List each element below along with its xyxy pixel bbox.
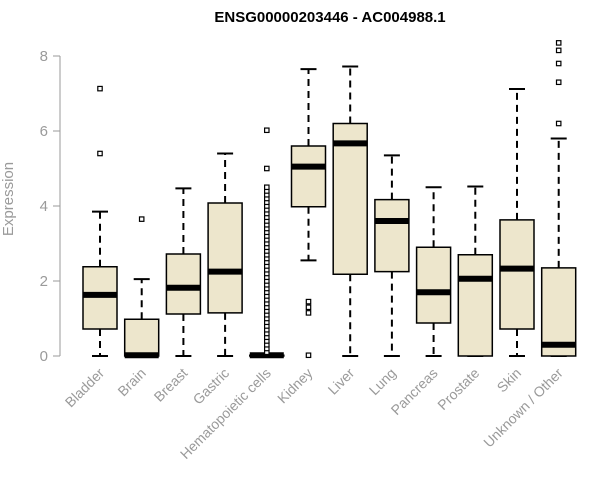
outlier-point (138, 216, 145, 222)
x-tick-label: Bladder (62, 365, 108, 411)
box-iqr (123, 318, 160, 357)
outlier-point (305, 352, 312, 359)
x-tick-label: Skin (494, 365, 525, 396)
x-tick-label: Breast (151, 365, 191, 405)
box-hematopoietic-cells (249, 127, 285, 359)
x-tick-label: Lung (366, 365, 399, 398)
outlier-point (97, 150, 103, 157)
box-pancreas (415, 186, 452, 357)
y-axis-label: Expression (0, 162, 17, 236)
box-iqr (290, 145, 327, 208)
box-breast (165, 187, 202, 357)
y-tick-label: 2 (40, 273, 48, 290)
box-iqr (457, 254, 494, 357)
outlier-point (264, 184, 270, 191)
outlier-point (305, 310, 312, 316)
box-gastric (207, 152, 243, 357)
outlier-point (305, 298, 312, 305)
outlier-point (555, 47, 562, 54)
box-kidney (290, 68, 327, 359)
outlier-point (97, 85, 103, 92)
box-iqr (332, 122, 368, 275)
box-group (82, 40, 577, 359)
outlier-point (555, 120, 562, 127)
box-brain (123, 216, 160, 359)
y-tick-label: 0 (40, 348, 48, 365)
box-unknown-other (540, 40, 577, 357)
outlier-point (264, 165, 270, 172)
y-tick-label: 4 (40, 198, 48, 215)
outlier-point (555, 60, 562, 67)
box-iqr (540, 267, 577, 357)
y-tick-label: 6 (40, 123, 48, 140)
box-iqr (165, 253, 202, 315)
box-lung (374, 154, 410, 357)
box-iqr (374, 198, 410, 273)
x-tick-label: Brain (114, 365, 148, 399)
box-liver (332, 65, 368, 357)
chart-title: ENSG00000203446 - AC004988.1 (214, 9, 445, 26)
y-tick-label: 8 (40, 48, 48, 65)
x-tick-label: Prostate (434, 365, 482, 413)
box-iqr (499, 219, 535, 330)
x-tick-label: Liver (325, 365, 358, 398)
box-iqr (415, 246, 452, 324)
box-prostate (457, 185, 494, 357)
box-iqr (207, 202, 243, 314)
x-tick-label: Unknown / Other (480, 365, 566, 451)
outlier-point (264, 127, 270, 134)
outlier-point (555, 79, 562, 86)
outlier-point (555, 40, 562, 46)
x-tick-label: Kidney (274, 365, 316, 407)
box-skin (499, 88, 535, 357)
outlier-point (305, 304, 312, 311)
y-axis: 0 2 4 6 8 (40, 48, 61, 365)
box-bladder (82, 85, 118, 357)
